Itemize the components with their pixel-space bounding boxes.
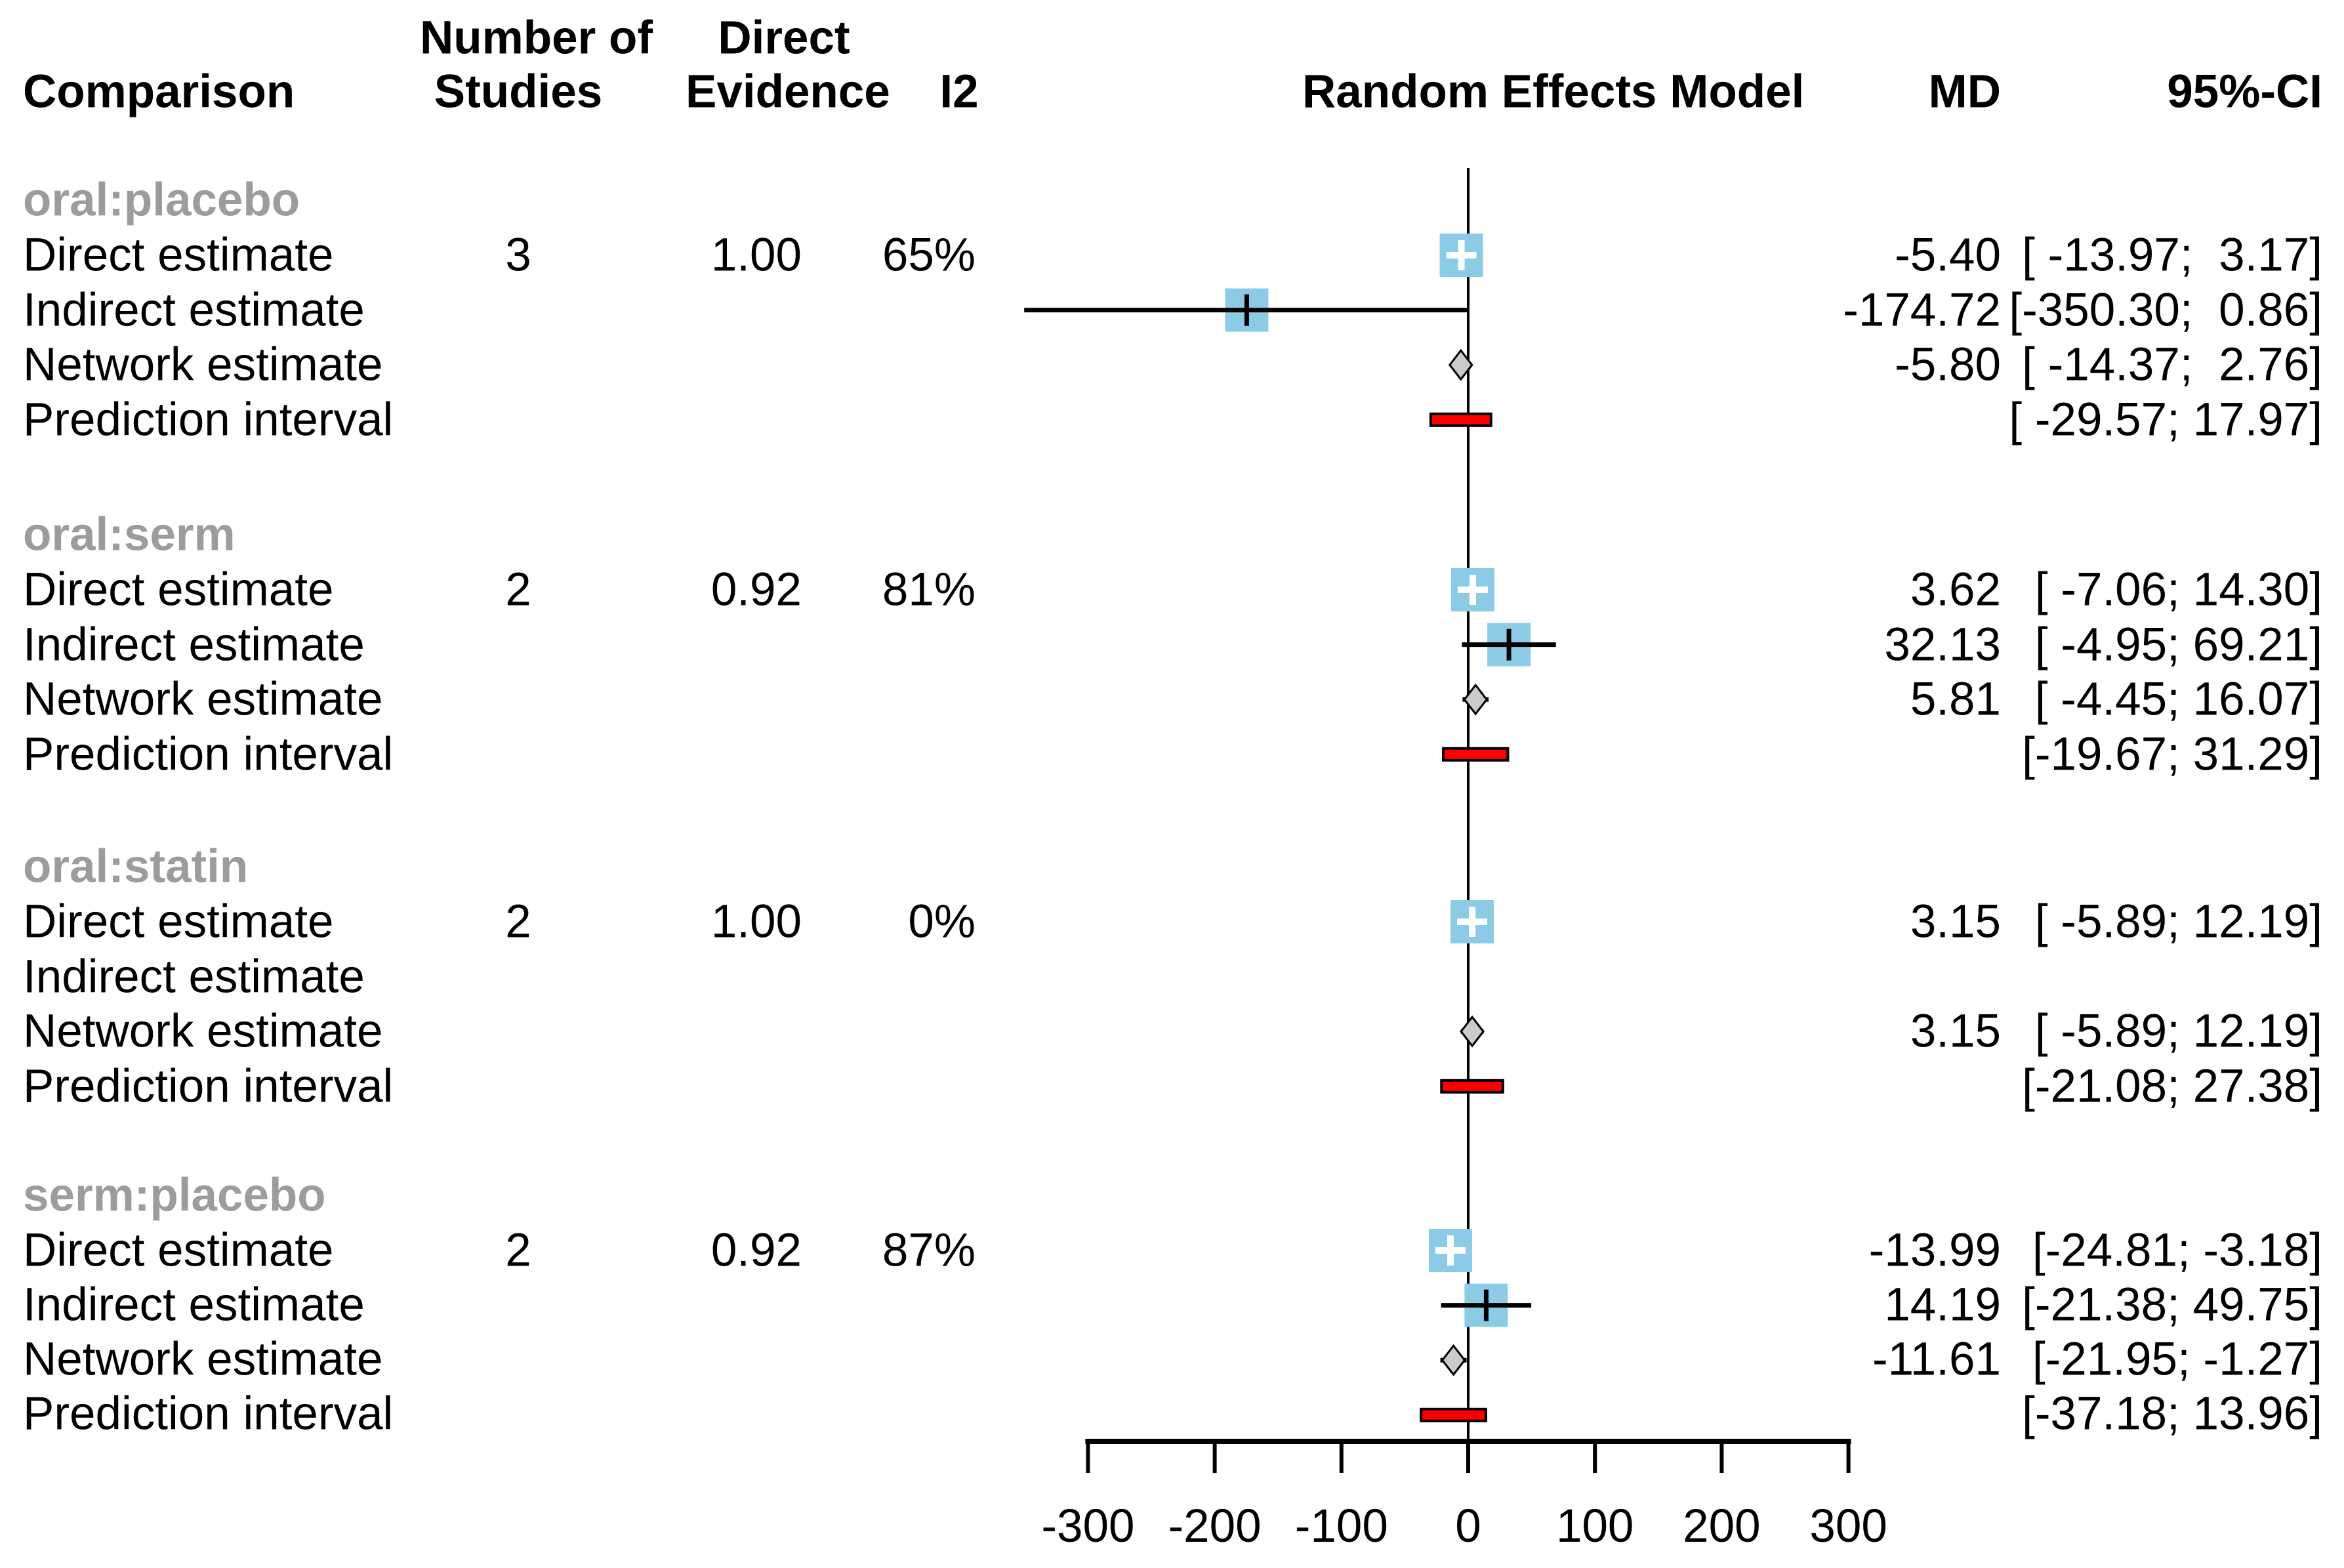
- ci-value: [ -4.95; 69.21]: [2034, 619, 2322, 671]
- row-label: Prediction interval: [23, 728, 394, 781]
- i2-value: 81%: [882, 564, 976, 616]
- x-axis-tick-label: 0: [1455, 1500, 1481, 1552]
- group-heading: oral:statin: [23, 840, 249, 893]
- prediction-interval-bar: [1440, 1079, 1504, 1094]
- row-label: Network estimate: [23, 673, 383, 726]
- direct-evidence-value: 1.00: [710, 896, 802, 948]
- direct-evidence-value: 0.92: [710, 1224, 802, 1277]
- plus-marker: [1446, 240, 1477, 270]
- row-label: Direct estimate: [23, 896, 334, 948]
- md-value: -174.72: [1843, 284, 2001, 337]
- row-label: Prediction interval: [23, 1060, 394, 1113]
- row-label: Indirect estimate: [23, 1279, 365, 1331]
- md-value: 14.19: [1884, 1279, 2001, 1331]
- ci-value: [-37.18; 13.96]: [2022, 1388, 2322, 1440]
- md-value: -5.80: [1895, 339, 2001, 391]
- ci-value: [ -29.57; 17.97]: [2009, 394, 2322, 446]
- row-label: Prediction interval: [23, 394, 394, 446]
- row-label: Network estimate: [23, 1333, 383, 1386]
- plus-marker: [1457, 575, 1488, 605]
- x-axis-tick-label: -200: [1168, 1500, 1262, 1552]
- row-label: Indirect estimate: [23, 619, 365, 671]
- x-axis-tick-label: 200: [1683, 1500, 1760, 1552]
- ci-value: [-21.08; 27.38]: [2022, 1060, 2322, 1113]
- column-header-ci: 95%-CI: [2167, 66, 2322, 118]
- ci-value: [ -7.06; 14.30]: [2034, 564, 2322, 616]
- prediction-interval-bar: [1420, 1407, 1487, 1422]
- direct-evidence-value: 1.00: [710, 229, 802, 281]
- md-value: 32.13: [1884, 619, 2001, 671]
- md-value: -5.40: [1895, 229, 2001, 281]
- plus-marker: [1457, 907, 1488, 937]
- md-value: -11.61: [1872, 1333, 2001, 1386]
- i2-value: 65%: [882, 229, 976, 281]
- ci-value: [ -4.45; 16.07]: [2034, 673, 2322, 726]
- prediction-interval-bar: [1429, 412, 1492, 427]
- row-label: Indirect estimate: [23, 951, 365, 1003]
- md-value: -13.99: [1868, 1224, 2001, 1277]
- i2-value: 0%: [908, 896, 976, 948]
- network-estimate-diamond: [1441, 1344, 1466, 1376]
- column-header-i2: I2: [939, 66, 979, 118]
- ci-value: [ -5.89; 12.19]: [2034, 1005, 2322, 1058]
- group-heading: oral:serm: [23, 508, 236, 561]
- column-header-direct-evidence-line2: Evidence: [686, 66, 890, 118]
- ci-value: [-21.38; 49.75]: [2022, 1279, 2322, 1331]
- x-axis-tick-label: 300: [1809, 1500, 1887, 1552]
- prediction-interval-bar: [1441, 747, 1510, 762]
- row-label: Direct estimate: [23, 564, 334, 616]
- group-heading: oral:placebo: [23, 174, 300, 226]
- row-label: Network estimate: [23, 1005, 383, 1058]
- column-header-number-of-studies-line2: Studies: [434, 66, 603, 118]
- ci-value: [ -14.37; 2.76]: [2022, 339, 2322, 391]
- group-heading: serm:placebo: [23, 1169, 326, 1222]
- column-header-direct-evidence-line1: Direct: [718, 12, 850, 64]
- ci-value: [-24.81; -3.18]: [2032, 1224, 2322, 1277]
- md-value: 3.15: [1910, 896, 2001, 948]
- column-header-comparison: Comparison: [23, 66, 295, 118]
- network-estimate-diamond: [1460, 1015, 1485, 1048]
- studies-value: 2: [505, 896, 531, 948]
- row-label: Indirect estimate: [23, 284, 365, 337]
- column-header-md: MD: [1928, 66, 2001, 118]
- network-estimate-diamond: [1448, 348, 1473, 381]
- ci-value: [-21.95; -1.27]: [2032, 1333, 2322, 1386]
- studies-value: 3: [505, 229, 531, 281]
- ci-value: [-19.67; 31.29]: [2022, 728, 2322, 781]
- x-axis-tick-label: 100: [1556, 1500, 1634, 1552]
- studies-value: 2: [505, 1224, 531, 1277]
- md-value: 3.62: [1910, 564, 2001, 616]
- studies-value: 2: [505, 564, 531, 616]
- plus-marker: [1435, 1235, 1466, 1266]
- row-label: Direct estimate: [23, 229, 334, 281]
- md-value: 5.81: [1910, 673, 2001, 726]
- direct-evidence-value: 0.92: [710, 564, 802, 616]
- ci-value: [ -13.97; 3.17]: [2022, 229, 2322, 281]
- x-axis-tick-label: -300: [1041, 1500, 1134, 1552]
- ci-value: [-350.30; 0.86]: [2009, 284, 2322, 337]
- network-estimate-diamond: [1463, 683, 1489, 716]
- x-axis-tick-label: -100: [1295, 1500, 1388, 1552]
- ci-value: [ -5.89; 12.19]: [2034, 896, 2322, 948]
- row-label: Prediction interval: [23, 1388, 394, 1440]
- row-label: Network estimate: [23, 339, 383, 391]
- i2-value: 87%: [882, 1224, 976, 1277]
- md-value: 3.15: [1910, 1005, 2001, 1058]
- row-label: Direct estimate: [23, 1224, 334, 1277]
